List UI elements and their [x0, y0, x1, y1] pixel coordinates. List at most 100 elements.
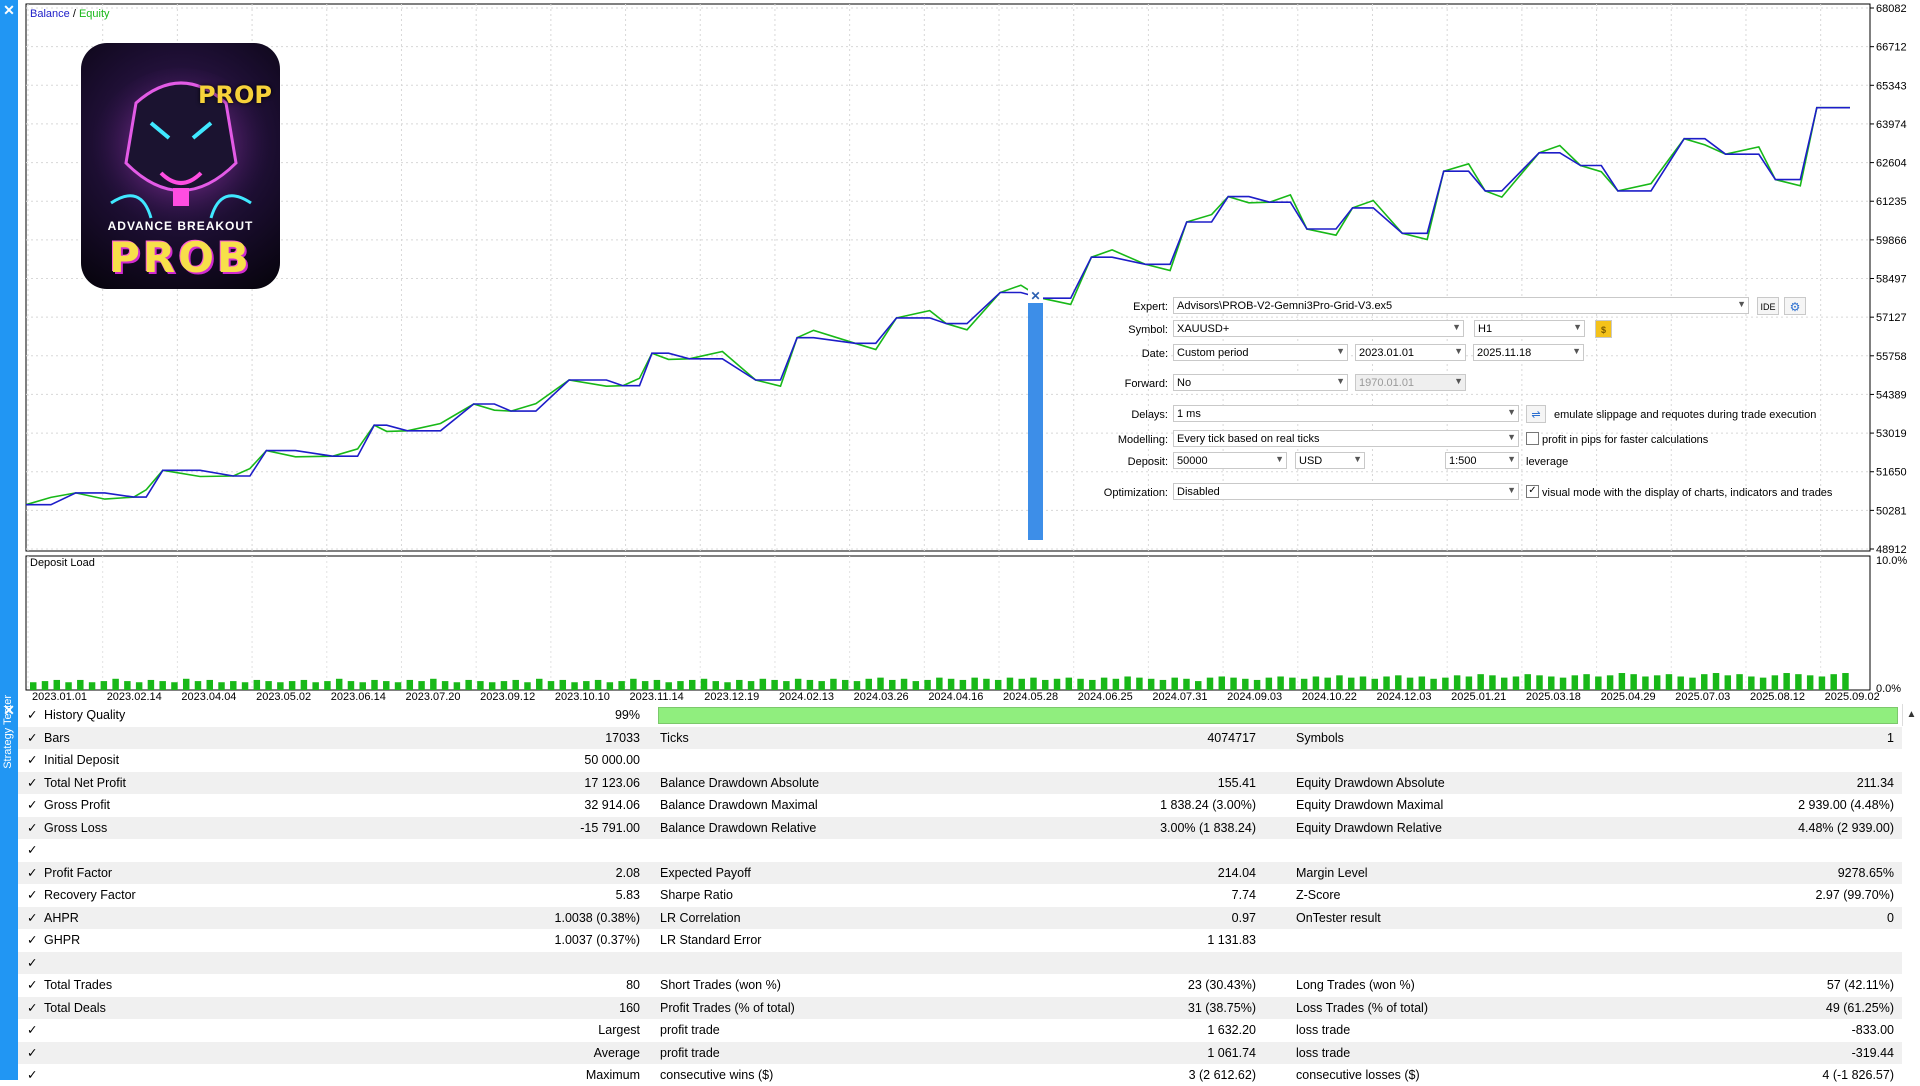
- deposit-load-bar: [1206, 677, 1214, 690]
- report-value: 32 914.06: [584, 798, 640, 812]
- prob-logo: PROP ADVANCE BREAKOUT PROB: [81, 43, 280, 289]
- x-tick-label: 2024.04.16: [928, 691, 983, 703]
- report-value: 211.34: [1856, 775, 1894, 790]
- report-value: 99%: [614, 708, 640, 722]
- deposit-load-bar: [1653, 675, 1661, 690]
- deposit-load-bar: [1277, 676, 1284, 690]
- y-tick-label: 65343: [1876, 80, 1907, 92]
- x-tick-label: 2025.07.03: [1675, 691, 1730, 703]
- x-tick-label: 2025.08.12: [1750, 691, 1805, 703]
- deposit-load-bar: [783, 681, 790, 690]
- deposit-load-bar: [347, 681, 355, 690]
- x-tick-label: 2025.01.21: [1451, 691, 1506, 703]
- check-icon: ✓: [27, 1000, 38, 1015]
- check-icon: ✓: [27, 798, 38, 812]
- deposit-load-bar: [1795, 674, 1802, 690]
- chevron-down-icon: ▼: [1572, 346, 1581, 356]
- deposit-load-bar: [1677, 676, 1684, 690]
- deposit-load-bar: [559, 679, 567, 690]
- close-icon[interactable]: ✕: [3, 2, 15, 18]
- date-period-select[interactable]: Custom period ▼: [1173, 344, 1348, 361]
- sliders-icon[interactable]: ⇌: [1526, 405, 1546, 423]
- deposit-load-bar: [877, 677, 884, 690]
- chevron-down-icon: ▼: [1353, 454, 1362, 464]
- deposit-load-bar: [1395, 675, 1402, 690]
- check-icon: ✓: [27, 933, 38, 947]
- deposit-load-bar: [406, 679, 414, 690]
- check-icon: ✓: [27, 753, 38, 767]
- expert-select[interactable]: Advisors\PROB-V2-Gemni3Pro-Grid-V3.ex5 ▼: [1173, 297, 1749, 314]
- y-tick-label: 54389: [1876, 389, 1907, 401]
- report-label: profit trade: [660, 1023, 720, 1037]
- panel-splitter[interactable]: ✕: [1028, 289, 1043, 540]
- date-to-input[interactable]: 2025.11.18 ▼: [1473, 344, 1584, 361]
- x-tick-label: 2023.07.20: [405, 691, 460, 703]
- gear-icon[interactable]: ⚙: [1784, 297, 1806, 315]
- report-label: History Quality: [44, 708, 126, 722]
- report-label: Average: [593, 1045, 640, 1060]
- deposit-label: Deposit:: [1127, 456, 1168, 468]
- forward-select[interactable]: No ▼: [1173, 374, 1348, 391]
- forward-date-value: 1970.01.01: [1359, 377, 1415, 389]
- deposit-load-bar: [1548, 676, 1555, 690]
- visual-mode-checkbox[interactable]: ✓: [1526, 485, 1539, 498]
- deposit-load-bar: [1183, 678, 1190, 690]
- close-report-icon[interactable]: ✕: [3, 702, 15, 718]
- x-tick-label: 2023.05.02: [256, 691, 311, 703]
- y-tick-label: 50281: [1876, 505, 1907, 517]
- currency-select[interactable]: USD ▼: [1295, 452, 1365, 469]
- deposit-load-bar: [1030, 677, 1037, 690]
- deposit-load-bar: [1524, 674, 1531, 690]
- report-label: Profit Factor: [44, 865, 113, 880]
- deposit-load-bar: [265, 681, 272, 690]
- deposit-load-bar: [1489, 675, 1496, 690]
- deposit-load-bar: [241, 682, 249, 690]
- deposit-load-bar: [430, 678, 437, 690]
- deposit-load-bar: [277, 682, 284, 690]
- deposit-load-bar: [230, 681, 237, 690]
- chevron-down-icon: ▼: [1275, 454, 1284, 464]
- optimization-select[interactable]: Disabled ▼: [1173, 483, 1519, 500]
- deposit-load-bar: [1806, 675, 1814, 690]
- deposit-load-bar: [665, 682, 672, 690]
- timeframe-select[interactable]: H1 ▼: [1474, 320, 1585, 337]
- report-value: 17 123.06: [584, 775, 640, 790]
- deposit-load-bar: [1842, 673, 1849, 690]
- report-label: Gross Profit: [44, 798, 110, 812]
- legend-equity: Equity: [78, 8, 110, 20]
- scroll-up-icon[interactable]: ▲: [1902, 704, 1920, 726]
- report-label: Sharpe Ratio: [660, 888, 733, 902]
- ide-button[interactable]: IDE: [1757, 297, 1779, 315]
- deposit-y-tick-label: 10.0%: [1876, 555, 1907, 567]
- report-label: Profit Trades (% of total): [660, 1000, 795, 1015]
- deposit-load-bar: [653, 679, 661, 690]
- modelling-select[interactable]: Every tick based on real ticks ▼: [1173, 430, 1519, 447]
- deposit-load-bar: [747, 681, 755, 690]
- deposit-load-bar: [465, 679, 472, 690]
- modelling-value: Every tick based on real ticks: [1177, 433, 1320, 445]
- report-value: 49 (61.25%): [1825, 1000, 1894, 1015]
- deposit-load-bar: [1124, 676, 1131, 690]
- deposit-load-bar: [971, 677, 978, 690]
- y-tick-label: 68082: [1876, 3, 1907, 15]
- deposit-load-bar: [983, 678, 990, 690]
- deposit-load-bar: [1242, 678, 1249, 690]
- pips-checkbox[interactable]: [1526, 432, 1539, 445]
- symbol-select[interactable]: XAUUSD+ ▼: [1173, 320, 1464, 337]
- deposit-select[interactable]: 50000 ▼: [1173, 452, 1287, 469]
- leverage-select[interactable]: 1:500 ▼: [1445, 452, 1519, 469]
- symbol-properties-icon[interactable]: $: [1595, 320, 1612, 338]
- y-tick-label: 53019: [1876, 428, 1907, 440]
- deposit-load-bar: [1783, 673, 1790, 690]
- deposit-load-bar: [1195, 681, 1202, 690]
- delays-select[interactable]: 1 ms ▼: [1173, 405, 1519, 422]
- report-value: -833.00: [1851, 1023, 1894, 1037]
- deposit-load-bar: [724, 682, 731, 690]
- close-settings-icon[interactable]: ✕: [1028, 289, 1043, 303]
- date-from-input[interactable]: 2023.01.01 ▼: [1355, 344, 1466, 361]
- report-value: 9278.65%: [1837, 865, 1894, 880]
- report-value: 1: [1887, 730, 1894, 745]
- deposit-load-bar: [547, 681, 555, 690]
- check-icon: ✓: [27, 865, 38, 880]
- expert-value: Advisors\PROB-V2-Gemni3Pro-Grid-V3.ex5: [1177, 300, 1393, 312]
